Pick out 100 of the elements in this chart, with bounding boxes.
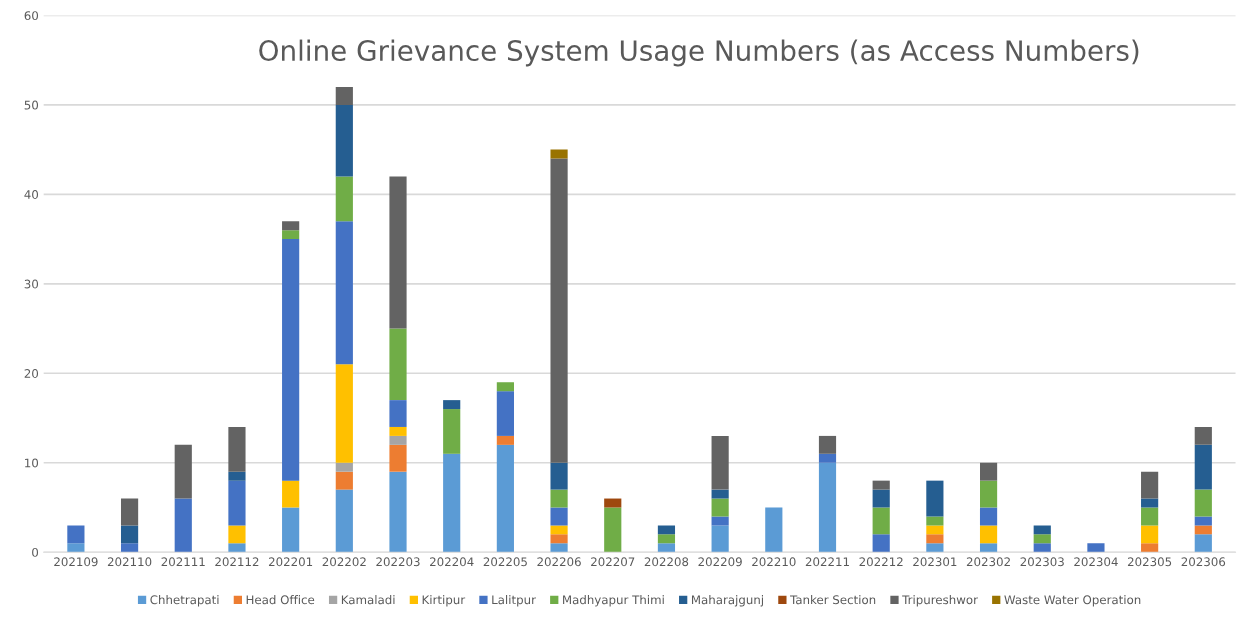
bar xyxy=(711,525,729,553)
legend-label: Waste Water Operation xyxy=(1004,595,1141,607)
bar xyxy=(174,498,192,553)
x-tick-label: 202112 xyxy=(215,557,259,567)
bar xyxy=(926,516,944,526)
bar xyxy=(1033,525,1051,535)
bar xyxy=(604,507,622,553)
bar xyxy=(979,543,998,553)
bar xyxy=(67,525,85,544)
bar xyxy=(389,471,407,553)
bar xyxy=(1033,543,1051,553)
text: Online Grievance System Usage Numbers (as Access Numbers) xyxy=(259,39,1139,67)
bar xyxy=(711,489,729,499)
bar xyxy=(1194,489,1212,517)
bar xyxy=(335,176,353,222)
legend-label: Head Office xyxy=(246,595,315,605)
x-tick-label: 202209 xyxy=(698,557,742,567)
y-tick-label: 20 xyxy=(24,369,39,378)
bar xyxy=(979,462,998,481)
bar xyxy=(120,498,139,526)
bar xyxy=(389,400,407,427)
legend-label: Kamaladi xyxy=(341,595,395,605)
bar xyxy=(443,453,461,553)
bar xyxy=(335,221,353,365)
bar xyxy=(335,471,353,490)
x-tick-label: 202305 xyxy=(1127,557,1172,567)
legend-label: Lalitpur xyxy=(492,595,536,607)
x-tick-label: 202204 xyxy=(430,557,474,567)
x-tick-label: 202111 xyxy=(161,557,205,567)
bar xyxy=(550,534,568,544)
bar xyxy=(872,534,890,553)
bar xyxy=(1141,543,1159,553)
bar xyxy=(389,435,407,445)
bar xyxy=(1087,543,1105,553)
x-tick-label: 202206 xyxy=(537,557,581,567)
bar xyxy=(550,149,568,159)
y-tick-label: 60 xyxy=(24,11,39,21)
bar xyxy=(335,364,353,463)
y-tick-label: 30 xyxy=(24,279,39,289)
bar xyxy=(765,507,783,553)
bar xyxy=(120,525,139,544)
x-tick-label: 202203 xyxy=(376,557,420,567)
bar xyxy=(120,543,139,553)
y-tick-label: 40 xyxy=(24,190,39,200)
bar xyxy=(1194,516,1212,526)
bar xyxy=(1141,525,1159,544)
y-tick-label: 50 xyxy=(24,100,39,110)
bar xyxy=(550,507,568,526)
bar xyxy=(926,525,944,535)
bar xyxy=(228,543,246,553)
bar xyxy=(979,525,998,544)
bar xyxy=(818,435,837,454)
bar xyxy=(872,480,890,490)
bar xyxy=(657,525,676,535)
bar xyxy=(979,480,998,508)
x-tick-label: 202207 xyxy=(591,557,635,567)
bar xyxy=(389,328,407,401)
bar xyxy=(174,444,192,499)
bar xyxy=(335,104,353,177)
bar xyxy=(1033,534,1051,544)
bar xyxy=(926,480,944,517)
bar xyxy=(228,426,246,472)
bar xyxy=(496,391,514,436)
bar xyxy=(1141,471,1159,499)
bar xyxy=(711,498,729,517)
bar xyxy=(443,400,461,410)
legend-label: Madhyapur Thimi xyxy=(563,595,664,607)
x-tick-label: 202210 xyxy=(752,557,796,567)
legend-label: Kirtipur xyxy=(422,595,466,607)
bar xyxy=(1141,507,1159,526)
bar xyxy=(282,507,300,553)
x-tick-label: 202211 xyxy=(805,557,849,567)
bar xyxy=(282,239,300,481)
bar xyxy=(228,525,246,544)
x-tick-label: 202202 xyxy=(322,557,366,567)
bar xyxy=(335,87,353,105)
bar xyxy=(818,453,837,463)
legend-label: Tanker Section xyxy=(790,595,876,605)
bar xyxy=(282,480,300,508)
bar xyxy=(496,435,514,445)
bar xyxy=(282,230,300,240)
bar xyxy=(550,489,568,508)
legend-label: Tripureshwor xyxy=(902,595,978,607)
bar xyxy=(550,462,568,490)
x-tick-label: 202306 xyxy=(1181,557,1226,567)
bar xyxy=(496,382,514,392)
bar xyxy=(550,158,568,463)
legend-label: Chhetrapati xyxy=(150,595,219,607)
bar xyxy=(550,525,568,535)
bar xyxy=(335,489,353,553)
bar xyxy=(711,435,729,490)
bar xyxy=(711,516,729,526)
bar xyxy=(657,534,676,544)
x-tick-label: 202301 xyxy=(913,557,957,567)
x-tick-label: 202212 xyxy=(859,557,903,567)
bar xyxy=(335,462,353,472)
x-tick-label: 202201 xyxy=(268,557,313,567)
x-tick-label: 202109 xyxy=(54,557,98,567)
bar xyxy=(926,534,944,544)
bar xyxy=(979,507,998,526)
